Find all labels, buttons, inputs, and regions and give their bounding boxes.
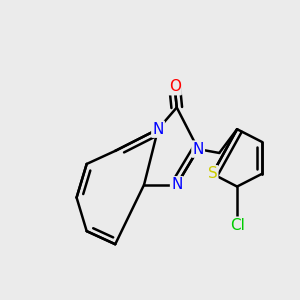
Text: Cl: Cl (230, 218, 244, 233)
Text: N: N (152, 122, 164, 137)
Text: S: S (208, 166, 217, 181)
Text: O: O (169, 79, 181, 94)
Text: N: N (171, 177, 182, 192)
Text: N: N (193, 142, 204, 157)
